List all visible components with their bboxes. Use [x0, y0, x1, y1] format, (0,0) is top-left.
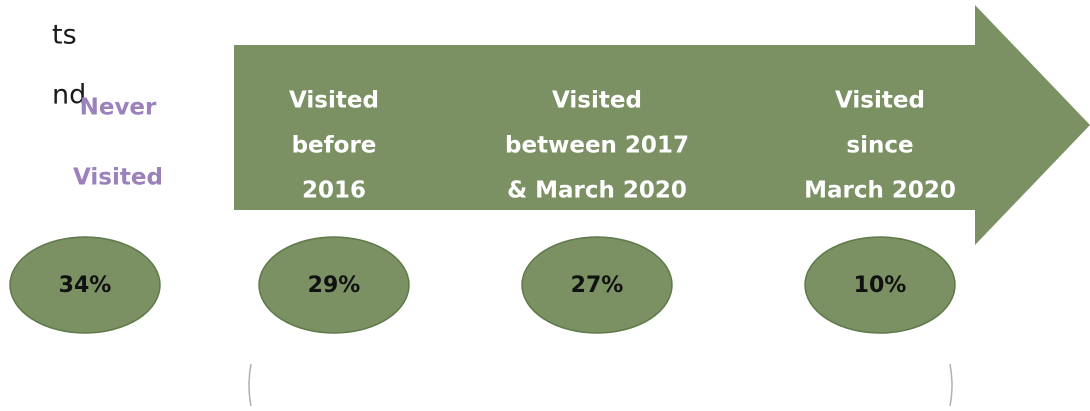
percent-bubble [258, 236, 410, 334]
category-label: Never [80, 95, 157, 121]
stage-label: Visited [835, 88, 925, 114]
stage-label: & March 2020 [507, 178, 687, 204]
stage-label: since [846, 133, 913, 159]
percent-label: 27% [571, 273, 624, 298]
stage-label: before [292, 133, 377, 159]
stage-label: between 2017 [505, 133, 689, 159]
percent-bubble [804, 236, 956, 334]
text-fragment: ts [52, 20, 77, 51]
stage-label: Visited [289, 88, 379, 114]
timeline-arrow [234, 5, 1090, 245]
text-fragment: nd [52, 80, 86, 111]
percent-bubble [521, 236, 673, 334]
category-label: Visited [73, 165, 163, 191]
stage-label: Visited [552, 88, 642, 114]
percent-label: 10% [854, 273, 907, 298]
percent-bubble [9, 236, 161, 334]
stage-label: 2016 [302, 178, 366, 204]
percent-label: 34% [59, 273, 112, 298]
percent-label: 29% [308, 273, 361, 298]
bracket-left [248, 363, 252, 407]
bracket-right [949, 363, 953, 407]
stage-label: March 2020 [804, 178, 956, 204]
